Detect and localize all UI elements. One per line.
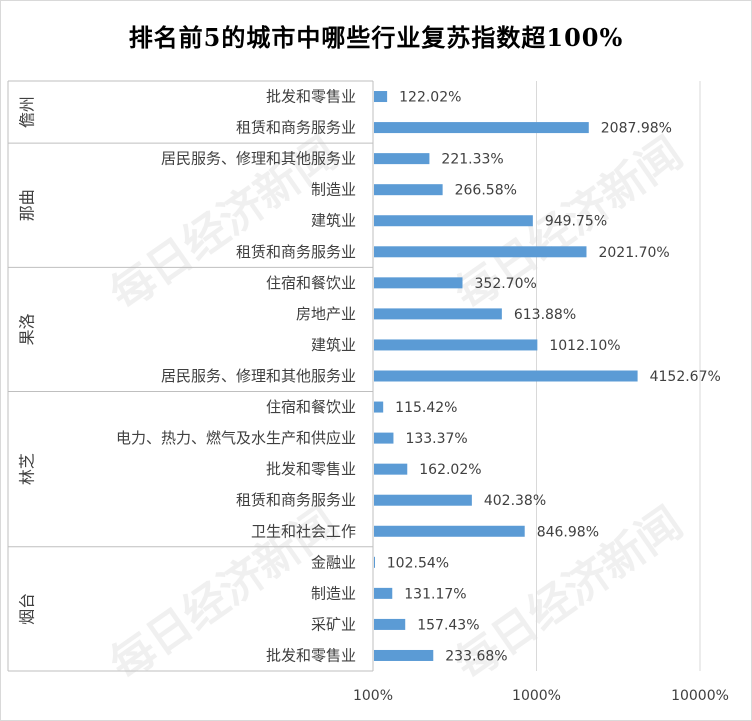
category-label-1-1: 制造业 xyxy=(311,181,356,199)
group-label-2: 果洛 xyxy=(18,313,37,345)
category-label-1-3: 租赁和商务服务业 xyxy=(236,243,356,261)
category-label-3-2: 批发和零售业 xyxy=(266,460,356,478)
x-tick-label-2: 10000% xyxy=(671,688,729,704)
bar-4-3 xyxy=(374,649,434,661)
value-label-0-1: 2087.98% xyxy=(601,121,672,137)
category-label-2-2: 建筑业 xyxy=(311,336,356,354)
bar-3-0 xyxy=(374,401,384,413)
bar-2-1 xyxy=(374,308,502,320)
category-label-3-3: 租赁和商务服务业 xyxy=(236,491,356,509)
bar-1-3 xyxy=(374,246,587,258)
category-label-4-0: 金融业 xyxy=(311,553,356,571)
bar-3-3 xyxy=(374,494,472,506)
value-label-4-3: 233.68% xyxy=(445,648,507,664)
value-label-3-3: 402.38% xyxy=(484,493,546,509)
value-label-1-1: 266.58% xyxy=(455,183,517,199)
value-label-4-0: 102.54% xyxy=(387,555,449,571)
bar-2-3 xyxy=(374,370,638,382)
category-label-4-3: 批发和零售业 xyxy=(266,646,356,664)
bar-0-1 xyxy=(374,122,589,134)
x-tick-label-0: 100% xyxy=(353,688,393,704)
value-label-2-2: 1012.10% xyxy=(549,338,620,354)
category-label-2-3: 居民服务、修理和其他服务业 xyxy=(161,367,356,385)
category-label-4-1: 制造业 xyxy=(311,584,356,602)
value-label-3-4: 846.98% xyxy=(537,524,599,540)
group-label-1: 那曲 xyxy=(18,189,37,221)
category-label-1-2: 建筑业 xyxy=(311,212,356,230)
bar-4-2 xyxy=(374,618,406,630)
category-label-0-0: 批发和零售业 xyxy=(266,88,356,106)
value-label-1-2: 949.75% xyxy=(545,214,607,230)
bar-1-2 xyxy=(374,215,533,227)
category-label-3-0: 住宿和餐饮业 xyxy=(266,398,356,416)
bar-1-0 xyxy=(374,153,430,165)
bar-0-0 xyxy=(374,91,388,103)
value-label-3-1: 133.37% xyxy=(405,431,467,447)
value-label-4-1: 131.17% xyxy=(404,586,466,602)
value-label-3-2: 162.02% xyxy=(419,462,481,478)
bar-2-0 xyxy=(374,277,463,289)
bar-4-1 xyxy=(374,587,393,599)
bar-2-2 xyxy=(374,339,538,351)
category-label-1-0: 居民服务、修理和其他服务业 xyxy=(161,150,356,168)
category-label-4-2: 采矿业 xyxy=(311,615,356,633)
value-label-1-3: 2021.70% xyxy=(598,245,669,261)
category-label-2-0: 住宿和餐饮业 xyxy=(266,274,356,292)
bar-3-4 xyxy=(374,525,525,537)
category-label-2-1: 房地产业 xyxy=(296,305,356,323)
x-tick-label-1: 1000% xyxy=(512,688,561,704)
group-label-4: 烟台 xyxy=(18,593,37,625)
value-label-2-3: 4152.67% xyxy=(650,369,721,385)
bar-1-1 xyxy=(374,184,443,196)
value-label-3-0: 115.42% xyxy=(395,400,457,416)
chart-title: 排名前5的城市中哪些行业复苏指数超100% xyxy=(128,23,624,52)
group-label-3: 林芝 xyxy=(18,453,37,485)
category-label-0-1: 租赁和商务服务业 xyxy=(236,119,356,137)
bar-3-2 xyxy=(374,463,408,475)
category-label-3-1: 电力、热力、燃气及水生产和供应业 xyxy=(116,429,356,447)
value-label-4-2: 157.43% xyxy=(417,617,479,633)
group-label-0: 儋州 xyxy=(18,96,37,128)
bar-4-0 xyxy=(374,556,375,568)
value-label-0-0: 122.02% xyxy=(399,90,461,106)
value-label-2-0: 352.70% xyxy=(475,276,537,292)
category-label-3-4: 卫生和社会工作 xyxy=(251,522,356,540)
value-label-1-0: 221.33% xyxy=(441,152,503,168)
bar-3-1 xyxy=(374,432,394,444)
value-label-2-1: 613.88% xyxy=(514,307,576,323)
